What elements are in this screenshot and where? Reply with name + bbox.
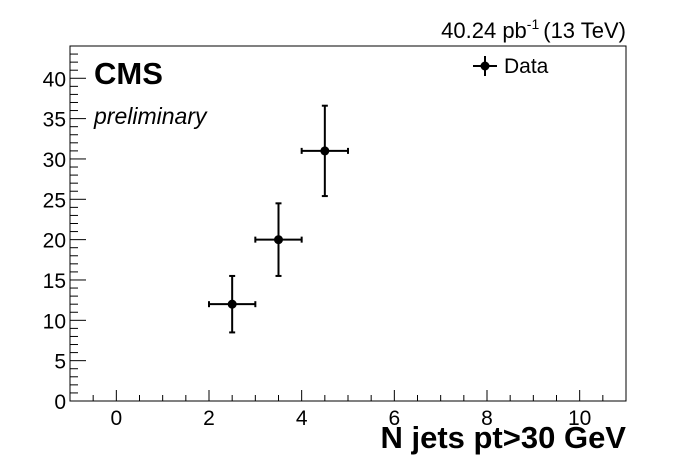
data-marker <box>227 299 237 309</box>
legend: Data <box>473 55 549 78</box>
y-tick-label: 40 <box>43 68 66 91</box>
data-points <box>208 104 349 334</box>
axis-tick-labels: 0 5 10 15 20 25 30 35 40 0 2 4 6 8 10 <box>43 68 592 430</box>
x-axis-label: N jets pt>30 GeV <box>380 420 626 455</box>
x-tick-label: 2 <box>203 407 215 430</box>
data-point <box>208 274 257 334</box>
data-point <box>300 104 349 198</box>
plot-frame <box>69 45 627 402</box>
lumi-value: 40.24 pb <box>441 18 527 43</box>
data-point <box>254 202 303 277</box>
lumi-exponent: -1 <box>527 16 540 32</box>
y-tick-label: 5 <box>54 351 66 374</box>
y-tick-label: 10 <box>43 310 66 333</box>
axis-ticks <box>69 45 627 402</box>
y-tick-label: 25 <box>43 189 66 212</box>
energy-label: (13 TeV) <box>543 18 626 43</box>
legend-entry-data: Data <box>504 55 549 78</box>
y-tick-label: 35 <box>43 109 66 132</box>
x-tick-label: 8 <box>481 407 493 430</box>
luminosity-label: 40.24 pb-1 (13 TeV) <box>441 16 626 43</box>
status-label: preliminary <box>93 103 208 129</box>
y-tick-label: 20 <box>43 230 66 253</box>
legend-marker-dot <box>480 61 490 71</box>
x-tick-label: 0 <box>110 407 122 430</box>
data-marker <box>320 146 330 156</box>
y-tick-label: 0 <box>54 391 66 414</box>
plot-frame-rect <box>69 45 627 402</box>
experiment-label: CMS <box>94 56 163 91</box>
y-tick-label: 15 <box>43 270 66 293</box>
y-tick-label: 30 <box>43 149 66 172</box>
x-tick-label: 4 <box>296 407 308 430</box>
x-tick-label: 6 <box>388 407 400 430</box>
data-marker <box>274 235 283 245</box>
x-tick-label: 10 <box>568 407 591 430</box>
